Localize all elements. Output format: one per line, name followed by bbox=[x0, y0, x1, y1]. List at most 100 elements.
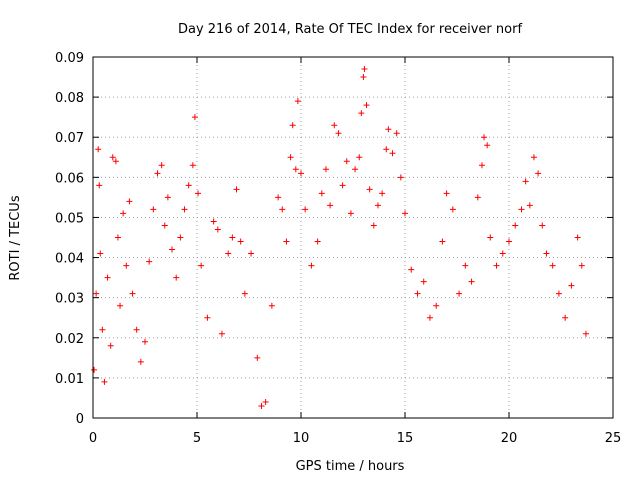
data-point bbox=[91, 366, 98, 373]
data-point bbox=[352, 166, 359, 173]
data-point bbox=[358, 110, 365, 117]
data-point bbox=[383, 146, 390, 153]
y-tick-label: 0 bbox=[76, 412, 84, 427]
data-point bbox=[314, 238, 321, 245]
data-point bbox=[366, 186, 373, 193]
data-point bbox=[374, 202, 381, 209]
data-point bbox=[433, 302, 440, 309]
data-point bbox=[582, 330, 589, 337]
data-point bbox=[478, 162, 485, 169]
grid-lines bbox=[93, 57, 613, 418]
data-point bbox=[146, 258, 153, 265]
data-point bbox=[262, 398, 269, 405]
data-point bbox=[518, 206, 525, 213]
data-point bbox=[229, 234, 236, 241]
data-points bbox=[91, 66, 589, 409]
data-point bbox=[408, 266, 415, 273]
data-point bbox=[526, 202, 533, 209]
data-point bbox=[555, 290, 562, 297]
data-point bbox=[233, 186, 240, 193]
y-tick-label: 0.08 bbox=[55, 91, 84, 106]
data-point bbox=[164, 194, 171, 201]
data-point bbox=[120, 210, 127, 217]
y-tick-label: 0.06 bbox=[55, 171, 84, 186]
data-point bbox=[283, 238, 290, 245]
data-point bbox=[535, 170, 542, 177]
data-point bbox=[258, 402, 265, 409]
data-point bbox=[308, 262, 315, 269]
data-point bbox=[210, 218, 217, 225]
data-point bbox=[443, 190, 450, 197]
x-tick-label: 0 bbox=[89, 431, 97, 446]
data-point bbox=[356, 154, 363, 161]
data-point bbox=[279, 206, 286, 213]
data-point bbox=[487, 234, 494, 241]
data-point bbox=[322, 166, 329, 173]
data-point bbox=[101, 378, 108, 385]
data-point bbox=[335, 130, 342, 137]
y-tick-label: 0.03 bbox=[55, 292, 84, 307]
y-tick-label: 0.09 bbox=[55, 51, 84, 66]
data-point bbox=[169, 246, 176, 253]
data-point bbox=[133, 326, 140, 333]
data-point bbox=[195, 190, 202, 197]
y-tick-label: 0.05 bbox=[55, 211, 84, 226]
data-point bbox=[189, 162, 196, 169]
data-point bbox=[268, 302, 275, 309]
data-point bbox=[549, 262, 556, 269]
data-point bbox=[198, 262, 205, 269]
data-point bbox=[289, 122, 296, 129]
data-point bbox=[506, 238, 512, 245]
data-point bbox=[484, 142, 491, 149]
data-point bbox=[370, 222, 377, 229]
data-point bbox=[343, 158, 350, 165]
data-point bbox=[522, 178, 529, 185]
data-point bbox=[426, 314, 433, 321]
data-point bbox=[414, 290, 421, 297]
data-point bbox=[530, 154, 537, 161]
data-point bbox=[173, 274, 180, 281]
data-point bbox=[117, 302, 124, 309]
data-point bbox=[185, 182, 192, 189]
data-point bbox=[137, 358, 144, 365]
data-point bbox=[99, 326, 106, 333]
data-point bbox=[114, 234, 121, 241]
data-point bbox=[95, 146, 102, 153]
data-point bbox=[456, 290, 463, 297]
data-point bbox=[474, 194, 481, 201]
x-tick-label: 15 bbox=[397, 431, 414, 446]
chart-title: Day 216 of 2014, Rate Of TEC Index for r… bbox=[178, 22, 522, 37]
data-point bbox=[331, 122, 338, 129]
data-point bbox=[150, 206, 157, 213]
y-tick-label: 0.01 bbox=[55, 372, 84, 387]
data-point bbox=[142, 338, 148, 345]
data-point bbox=[123, 262, 130, 269]
y-axis-label: ROTI / TECUs bbox=[8, 195, 23, 280]
data-point bbox=[298, 170, 304, 177]
tick-labels: 0 5 10 15 20 25 0 0.01 0.02 0.03 0.04 0.05 0.06 0.07 0… bbox=[55, 51, 621, 446]
data-point bbox=[294, 98, 301, 105]
data-point bbox=[126, 198, 133, 205]
data-point bbox=[420, 278, 427, 285]
data-point bbox=[389, 150, 396, 157]
y-tick-label: 0.07 bbox=[55, 131, 84, 146]
data-point bbox=[439, 238, 446, 245]
data-point bbox=[493, 262, 500, 269]
data-point bbox=[363, 102, 370, 109]
plot-frame bbox=[92, 56, 614, 419]
data-point bbox=[112, 158, 119, 165]
data-point bbox=[161, 222, 168, 229]
data-point bbox=[360, 74, 367, 81]
data-point bbox=[379, 190, 386, 197]
data-point bbox=[129, 290, 136, 297]
x-axis-label: GPS time / hours bbox=[296, 459, 405, 474]
data-point bbox=[568, 282, 575, 289]
data-point bbox=[397, 174, 404, 181]
data-point bbox=[462, 262, 469, 269]
data-point bbox=[204, 314, 211, 321]
x-tick-label: 20 bbox=[501, 431, 518, 446]
data-point bbox=[578, 262, 585, 269]
data-point bbox=[177, 234, 184, 241]
data-point bbox=[96, 182, 103, 189]
